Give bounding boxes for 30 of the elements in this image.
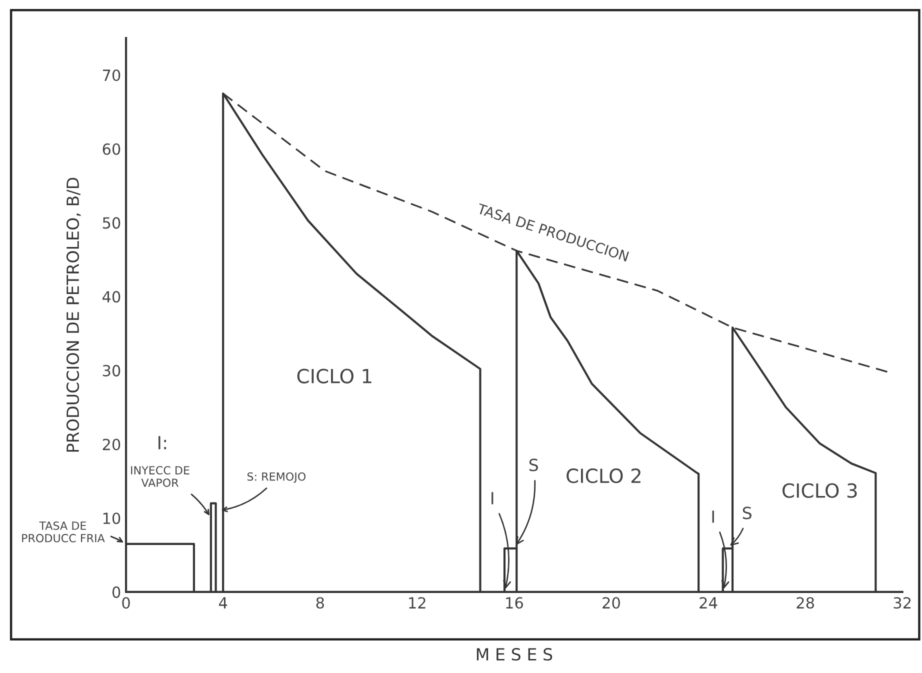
annotation: CICLO 2 (566, 468, 640, 484)
annotation: INYECC DE VAPOR (131, 466, 190, 487)
annotation: I (712, 510, 714, 523)
annotation: CICLO 1 (297, 368, 372, 384)
y-tick-label: 20 (102, 438, 120, 450)
annotation: S: REMOJO (247, 472, 306, 483)
y-axis-title: PRODUCCION DE PETROLEO, B/D (66, 178, 81, 452)
x-tick-label: 12 (409, 597, 426, 608)
y-tick-label: 30 (102, 364, 120, 376)
annotation: TASA DE PRODUCC FRIA (22, 521, 105, 542)
y-tick-label: 0 (112, 586, 120, 598)
x-tick-label: 28 (796, 597, 814, 609)
x-tick-label: 20 (602, 597, 620, 609)
x-tick-label: 8 (316, 597, 324, 609)
annotation: I (492, 492, 494, 504)
annotation: I: (158, 436, 166, 450)
annotation: CICLO 3 (782, 483, 857, 498)
y-tick-label: 40 (102, 291, 120, 303)
annotation: S (742, 506, 752, 520)
y-tick-label: 10 (103, 512, 120, 524)
y-tick-label: 60 (102, 143, 120, 155)
x-tick-label: 16 (506, 597, 523, 609)
x-tick-label: 4 (218, 597, 228, 608)
x-tick-label: 24 (700, 597, 718, 608)
y-tick-label: 50 (102, 217, 120, 229)
annotation: S (529, 458, 538, 472)
x-tick-label: 32 (894, 597, 911, 609)
x-axis-title: M E S E S (476, 648, 552, 661)
y-tick-label: 70 (102, 69, 120, 82)
x-tick-label: 0 (122, 597, 130, 609)
